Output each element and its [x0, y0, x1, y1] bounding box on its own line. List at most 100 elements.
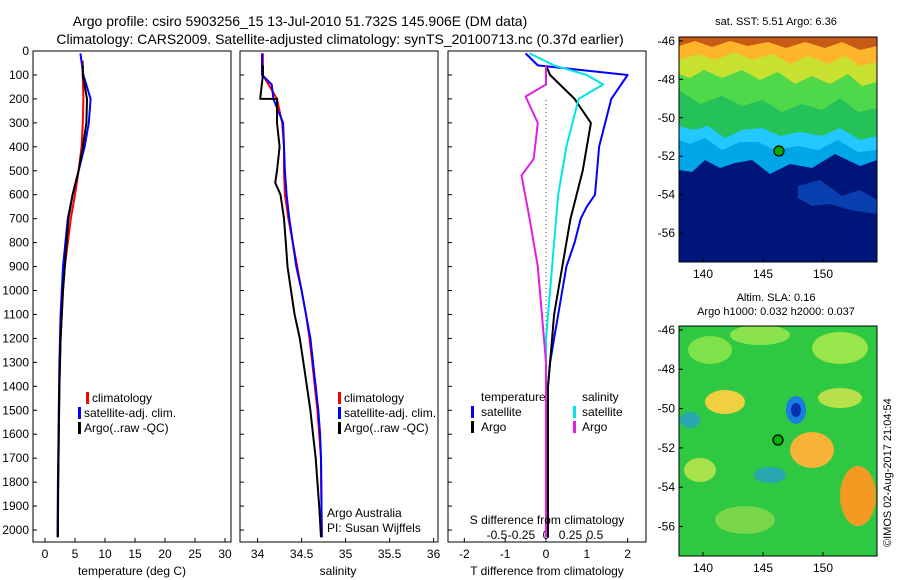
series-argo-raw-qc-	[56, 65, 88, 538]
map-x-tick-label: 145	[753, 561, 773, 575]
legend-swatch-argo	[78, 422, 81, 434]
y-tick-label: 2000	[2, 523, 29, 537]
map-y-tick-label: -52	[658, 441, 676, 455]
x-tick-label: 34	[251, 547, 265, 561]
sla-low-patch	[754, 467, 786, 483]
map-y-tick-label: -54	[658, 480, 676, 494]
y-tick-label: 1100	[3, 307, 29, 321]
map-x-tick-label: 140	[693, 561, 713, 575]
top-tick-label: 0.25	[559, 528, 583, 542]
legend-label-climatology: climatology	[344, 391, 404, 405]
y-tick-label: 1000	[2, 284, 29, 298]
legend-swatch-s-satellite	[573, 406, 576, 418]
map-y-tick-label: -46	[658, 323, 676, 337]
map-x-tick-label: 150	[813, 267, 833, 281]
map-y-tick-label: -46	[658, 34, 676, 48]
y-tick-label: 1300	[2, 355, 29, 369]
sla-patch	[730, 326, 790, 345]
profile-lines	[56, 52, 629, 538]
legend-swatch-s-argo	[573, 421, 576, 433]
legend-title-salinity: salinity	[582, 390, 619, 404]
y-tick-label: 1600	[2, 427, 29, 441]
map-y-tick-label: -56	[658, 226, 676, 240]
y-tick-label: 1700	[2, 451, 29, 465]
salinity-plot-frame	[239, 50, 439, 543]
sla-map-subtitle: Argo h1000: 0.032 h2000: 0.037	[697, 306, 855, 318]
x-tick-label: -1	[500, 547, 511, 561]
map-y-tick-label: -54	[658, 188, 676, 202]
sla-map-title: Altim. SLA: 0.16	[737, 292, 816, 304]
sla-patch	[688, 336, 732, 364]
map-y-tick-label: -48	[658, 72, 676, 86]
sla-patch	[715, 506, 775, 534]
legend-label-climatology: climatology	[92, 391, 152, 405]
legend-swatch-climatology	[86, 392, 89, 404]
x-tick-label: 1	[583, 547, 590, 561]
y-tick-label: 900	[9, 260, 29, 274]
x-tick-label: 5	[72, 547, 79, 561]
y-tick-label: 600	[9, 188, 29, 202]
difference-legend: temperature salinity satellite Argo sate…	[471, 390, 623, 434]
x-tick-label: 2	[624, 547, 631, 561]
legend-label-satellite: satellite-adj. clim.	[84, 406, 176, 420]
temperature-xlabel: temperature (deg C)	[78, 564, 186, 578]
y-tick-label: 800	[9, 236, 29, 250]
x-tick-label: 36	[427, 547, 441, 561]
sst-hottest-region	[679, 37, 877, 50]
sla-map-frame	[678, 325, 878, 557]
difference-xlabel: T difference from climatology	[470, 564, 624, 578]
figure-subtitle: Climatology: CARS2009. Satellite-adjuste…	[56, 31, 623, 47]
temperature-legend: climatology satellite-adj. clim. Argo(..…	[78, 391, 176, 435]
map-x-tick-label: 140	[693, 267, 713, 281]
x-tick-label: 25	[188, 547, 202, 561]
x-tick-label: 10	[98, 547, 112, 561]
sla-map	[679, 326, 877, 556]
sst-cold-filament	[798, 180, 877, 214]
sst-map-ticks: -46 -48 -50 -52 -54 -56 140 145 150	[658, 34, 834, 281]
series-satellite-adj-clim-	[261, 53, 323, 538]
sla-patch	[818, 388, 862, 408]
salinity-legend: climatology satellite-adj. clim. Argo(..…	[338, 391, 436, 435]
x-tick-label: -2	[459, 547, 470, 561]
series-argo-raw-qc-	[259, 65, 322, 538]
map-x-tick-label: 145	[753, 267, 773, 281]
top-tick-label: -0.25	[508, 528, 536, 542]
map-y-tick-label: -56	[658, 520, 676, 534]
sst-argo-marker	[773, 145, 785, 157]
sla-patch	[684, 458, 716, 482]
sla-patch	[812, 332, 868, 364]
salinity-xlabel: salinity	[320, 564, 357, 578]
x-tick-label: 34.5	[290, 547, 314, 561]
x-tick-label: 35	[339, 547, 353, 561]
map-y-tick-label: -48	[658, 362, 676, 376]
legend-swatch-climatology	[338, 392, 341, 404]
legend-swatch-t-satellite	[471, 406, 474, 418]
legend-label-t-satellite: satellite	[481, 405, 522, 419]
top-tick-label: -0.5	[487, 528, 508, 542]
sst-map-title: sat. SST: 5.51 Argo: 6.36	[715, 16, 837, 28]
x-tick-label: 0	[42, 547, 49, 561]
imos-timestamp: ©IMOS 02-Aug-2017 21:04:54	[882, 398, 894, 547]
y-tick-label: 100	[9, 68, 29, 82]
x-tick-label: 15	[128, 547, 142, 561]
map-y-tick-label: -50	[658, 402, 676, 416]
salinity-note-pi: PI: Susan Wijffels	[327, 521, 421, 535]
legend-label-satellite: satellite-adj. clim.	[344, 406, 436, 420]
legend-label-argo: Argo(..raw -QC)	[84, 421, 169, 435]
map-y-tick-label: -50	[658, 111, 676, 125]
top-tick-label: 0.5	[587, 528, 604, 542]
y-tick-label: 300	[9, 116, 29, 130]
series-temperature-argo	[545, 65, 592, 538]
legend-swatch-satellite	[78, 407, 81, 419]
map-x-tick-label: 150	[813, 561, 833, 575]
sla-low-core	[791, 403, 801, 417]
salinity-note-program: Argo Australia	[327, 506, 402, 520]
sla-high-patch	[790, 432, 834, 468]
y-tick-label: 1800	[2, 475, 29, 489]
legend-label-s-argo: Argo	[582, 420, 608, 434]
y-tick-label: 1500	[2, 403, 29, 417]
legend-label-argo: Argo(..raw -QC)	[344, 421, 429, 435]
map-y-tick-label: -52	[658, 149, 676, 163]
series-salinity-argo	[520, 65, 547, 538]
